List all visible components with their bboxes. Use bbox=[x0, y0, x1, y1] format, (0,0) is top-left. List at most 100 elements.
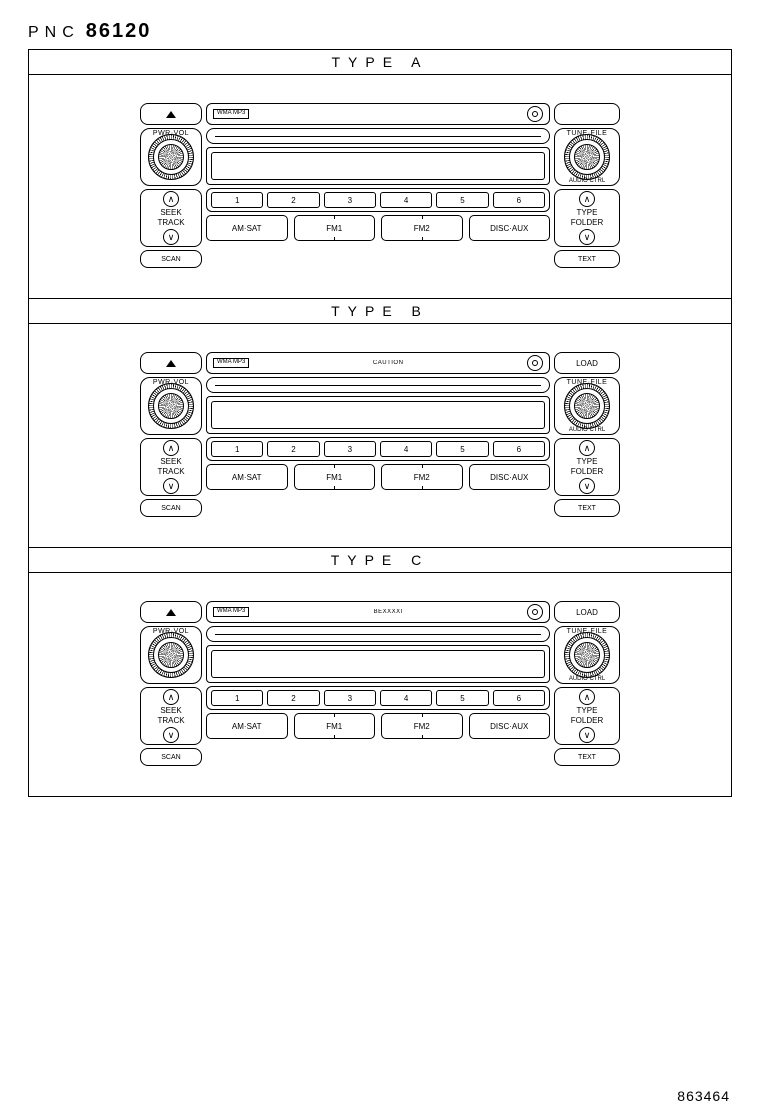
preset-4[interactable]: 4 bbox=[380, 690, 432, 706]
cd-slot[interactable] bbox=[206, 626, 550, 642]
section-title: TYPE B bbox=[29, 299, 731, 324]
cd-slot[interactable] bbox=[206, 128, 550, 144]
type-down-icon[interactable]: ∨ bbox=[579, 727, 595, 743]
disc-icon bbox=[527, 106, 543, 122]
track-label: TRACK bbox=[157, 468, 184, 476]
folder-label: FOLDER bbox=[571, 468, 603, 476]
right-controls: TUNE·FILE AUDIO CTRL ∧ TYPE FOLDER ∨ TEX… bbox=[554, 103, 620, 268]
band-fm1[interactable]: FM1 bbox=[294, 464, 376, 490]
text-button[interactable]: TEXT bbox=[554, 748, 620, 766]
preset-3[interactable]: 3 bbox=[324, 690, 376, 706]
left-controls: PWR·VOL ∧ SEEK TRACK ∨ SCAN bbox=[140, 601, 202, 766]
preset-1[interactable]: 1 bbox=[211, 441, 263, 457]
preset-5[interactable]: 5 bbox=[436, 192, 488, 208]
preset-6[interactable]: 6 bbox=[493, 441, 545, 457]
tune-knob[interactable] bbox=[564, 134, 610, 180]
eject-icon bbox=[166, 111, 176, 118]
top-strip: WMA MP3 CAUTION bbox=[206, 352, 550, 374]
type-folder-panel[interactable]: ∧ TYPE FOLDER ∨ bbox=[554, 189, 620, 247]
pnc-label: PNC bbox=[28, 24, 80, 41]
volume-knob[interactable] bbox=[148, 383, 194, 429]
type-up-icon[interactable]: ∧ bbox=[579, 191, 595, 207]
seek-up-icon[interactable]: ∧ bbox=[163, 191, 179, 207]
preset-6[interactable]: 6 bbox=[493, 192, 545, 208]
preset-6[interactable]: 6 bbox=[493, 690, 545, 706]
lcd-display bbox=[206, 147, 550, 185]
preset-2[interactable]: 2 bbox=[267, 192, 319, 208]
band-disc-aux[interactable]: DISC·AUX bbox=[469, 713, 551, 739]
volume-knob-panel[interactable]: PWR·VOL bbox=[140, 377, 202, 435]
preset-2[interactable]: 2 bbox=[267, 441, 319, 457]
band-disc-aux[interactable]: DISC·AUX bbox=[469, 464, 551, 490]
load-button[interactable]: LOAD bbox=[554, 352, 620, 374]
eject-button[interactable] bbox=[140, 601, 202, 623]
preset-2[interactable]: 2 bbox=[267, 690, 319, 706]
preset-5[interactable]: 5 bbox=[436, 441, 488, 457]
scan-button[interactable]: SCAN bbox=[140, 499, 202, 517]
text-button[interactable]: TEXT bbox=[554, 499, 620, 517]
volume-knob-panel[interactable]: PWR·VOL bbox=[140, 626, 202, 684]
band-am-sat[interactable]: AM·SAT bbox=[206, 713, 288, 739]
volume-knob-panel[interactable]: PWR·VOL bbox=[140, 128, 202, 186]
seek-track-panel[interactable]: ∧ SEEK TRACK ∨ bbox=[140, 189, 202, 247]
band-row: AM·SAT FM1 FM2 DISC·AUX bbox=[206, 215, 550, 241]
right-controls: LOAD TUNE·FILE AUDIO CTRL ∧ TYPE FOLDER … bbox=[554, 352, 620, 517]
preset-1[interactable]: 1 bbox=[211, 690, 263, 706]
type-down-icon[interactable]: ∨ bbox=[579, 229, 595, 245]
band-disc-aux[interactable]: DISC·AUX bbox=[469, 215, 551, 241]
right-controls: LOAD TUNE·FILE AUDIO CTRL ∧ TYPE FOLDER … bbox=[554, 601, 620, 766]
seek-up-icon[interactable]: ∧ bbox=[163, 440, 179, 456]
type-down-icon[interactable]: ∨ bbox=[579, 478, 595, 494]
preset-5[interactable]: 5 bbox=[436, 690, 488, 706]
tune-knob[interactable] bbox=[564, 383, 610, 429]
eject-button[interactable] bbox=[140, 352, 202, 374]
volume-knob[interactable] bbox=[148, 632, 194, 678]
eject-button[interactable] bbox=[140, 103, 202, 125]
type-up-icon[interactable]: ∧ bbox=[579, 689, 595, 705]
band-am-sat[interactable]: AM·SAT bbox=[206, 464, 288, 490]
band-fm2[interactable]: FM2 bbox=[381, 215, 463, 241]
section-type-a: TYPE A PWR·VOL ∧ SEEK TRACK bbox=[29, 50, 731, 299]
text-button[interactable]: TEXT bbox=[554, 250, 620, 268]
tune-knob[interactable] bbox=[564, 632, 610, 678]
type-label: TYPE bbox=[577, 707, 598, 715]
preset-1[interactable]: 1 bbox=[211, 192, 263, 208]
load-button[interactable]: LOAD bbox=[554, 601, 620, 623]
radio-unit-a: PWR·VOL ∧ SEEK TRACK ∨ SCAN bbox=[140, 103, 620, 268]
seek-down-icon[interactable]: ∨ bbox=[163, 727, 179, 743]
radio-unit-c: PWR·VOL ∧ SEEK TRACK ∨ SCAN W bbox=[140, 601, 620, 766]
band-fm1[interactable]: FM1 bbox=[294, 713, 376, 739]
wma-mp3-badge: WMA MP3 bbox=[213, 607, 249, 616]
tune-knob-panel[interactable]: TUNE·FILE AUDIO CTRL bbox=[554, 626, 620, 684]
seek-up-icon[interactable]: ∧ bbox=[163, 689, 179, 705]
volume-knob[interactable] bbox=[148, 134, 194, 180]
seek-track-panel[interactable]: ∧ SEEK TRACK ∨ bbox=[140, 687, 202, 745]
type-folder-panel[interactable]: ∧ TYPE FOLDER ∨ bbox=[554, 438, 620, 496]
tune-knob-panel[interactable]: TUNE·FILE AUDIO CTRL bbox=[554, 128, 620, 186]
band-fm2[interactable]: FM2 bbox=[381, 464, 463, 490]
band-fm2[interactable]: FM2 bbox=[381, 713, 463, 739]
disc-icon bbox=[527, 604, 543, 620]
cd-slot[interactable] bbox=[206, 377, 550, 393]
tune-knob-panel[interactable]: TUNE·FILE AUDIO CTRL bbox=[554, 377, 620, 435]
preset-3[interactable]: 3 bbox=[324, 441, 376, 457]
preset-4[interactable]: 4 bbox=[380, 192, 432, 208]
seek-down-icon[interactable]: ∨ bbox=[163, 229, 179, 245]
eject-icon bbox=[166, 609, 176, 616]
band-am-sat[interactable]: AM·SAT bbox=[206, 215, 288, 241]
type-up-icon[interactable]: ∧ bbox=[579, 440, 595, 456]
preset-4[interactable]: 4 bbox=[380, 441, 432, 457]
track-label: TRACK bbox=[157, 219, 184, 227]
scan-button[interactable]: SCAN bbox=[140, 748, 202, 766]
seek-track-panel[interactable]: ∧ SEEK TRACK ∨ bbox=[140, 438, 202, 496]
radio-unit-b: PWR·VOL ∧ SEEK TRACK ∨ SCAN W bbox=[140, 352, 620, 517]
preset-3[interactable]: 3 bbox=[324, 192, 376, 208]
seek-label: SEEK bbox=[160, 707, 181, 715]
type-label: TYPE bbox=[577, 209, 598, 217]
section-type-c: TYPE C PWR·VOL ∧ SEEK TRACK ∨ bbox=[29, 548, 731, 796]
type-folder-panel[interactable]: ∧ TYPE FOLDER ∨ bbox=[554, 687, 620, 745]
scan-button[interactable]: SCAN bbox=[140, 250, 202, 268]
band-row: AM·SAT FM1 FM2 DISC·AUX bbox=[206, 464, 550, 490]
band-fm1[interactable]: FM1 bbox=[294, 215, 376, 241]
seek-down-icon[interactable]: ∨ bbox=[163, 478, 179, 494]
